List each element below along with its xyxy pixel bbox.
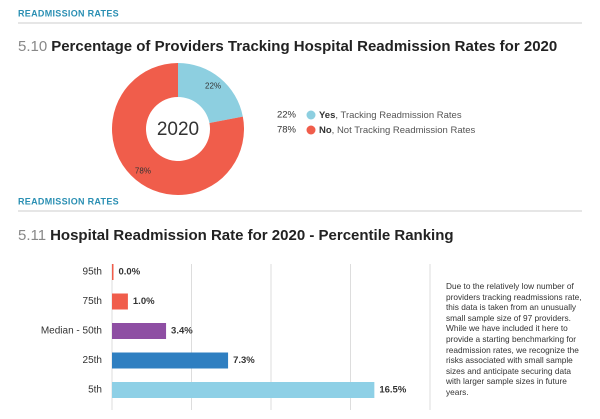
bar: [112, 323, 167, 339]
legend-value: 78%: [277, 125, 297, 136]
section-label: READMISSION RATES: [18, 8, 119, 18]
title-text: Percentage of Providers Tracking Hospita…: [51, 38, 557, 55]
value-label: 7.3%: [233, 355, 255, 366]
category-label: 25th: [83, 355, 102, 366]
bar: [112, 352, 229, 369]
section-label: READMISSION RATES: [18, 196, 119, 206]
bar: [112, 264, 114, 280]
legend-bold: No: [319, 125, 332, 136]
chart-title: 5.11 Hospital Readmission Rate for 2020 -…: [18, 227, 454, 244]
category-label: 95th: [83, 267, 102, 278]
category-label: 5th: [88, 385, 102, 396]
title-text: Hospital Readmission Rate for 2020 - Per…: [50, 227, 453, 244]
category-label: 75th: [83, 296, 102, 307]
value-label: 3.4%: [171, 326, 193, 337]
legend-dot: [306, 110, 316, 120]
value-label: 1.0%: [133, 296, 155, 307]
slice-label: 22%: [205, 82, 221, 91]
note: Due to the relatively low number of prov…: [446, 281, 582, 397]
center-label: 2020: [157, 119, 199, 140]
legend-dot: [306, 125, 316, 135]
legend-entry: No, Not Tracking Readmission Rates: [319, 125, 476, 136]
legend-text: , Not Tracking Readmission Rates: [332, 125, 476, 136]
value-label: 0.0%: [119, 267, 141, 278]
slice-label: 78%: [135, 166, 151, 175]
chart-number: 5.11: [18, 227, 46, 244]
legend-entry: Yes, Tracking Readmission Rates: [319, 110, 462, 121]
donut-slice: [178, 63, 243, 124]
legend-bold: Yes: [319, 110, 335, 121]
legend-text: , Tracking Readmission Rates: [335, 110, 461, 121]
value-label: 16.5%: [379, 385, 406, 396]
donut-slice: [112, 63, 244, 195]
category-label: Median - 50th: [41, 326, 102, 337]
chart-title: 5.10 Percentage of Providers Tracking Hos…: [18, 38, 557, 55]
bar: [112, 293, 128, 310]
chart-number: 5.10: [18, 38, 47, 55]
legend-value: 22%: [277, 110, 297, 121]
bar: [112, 382, 375, 398]
